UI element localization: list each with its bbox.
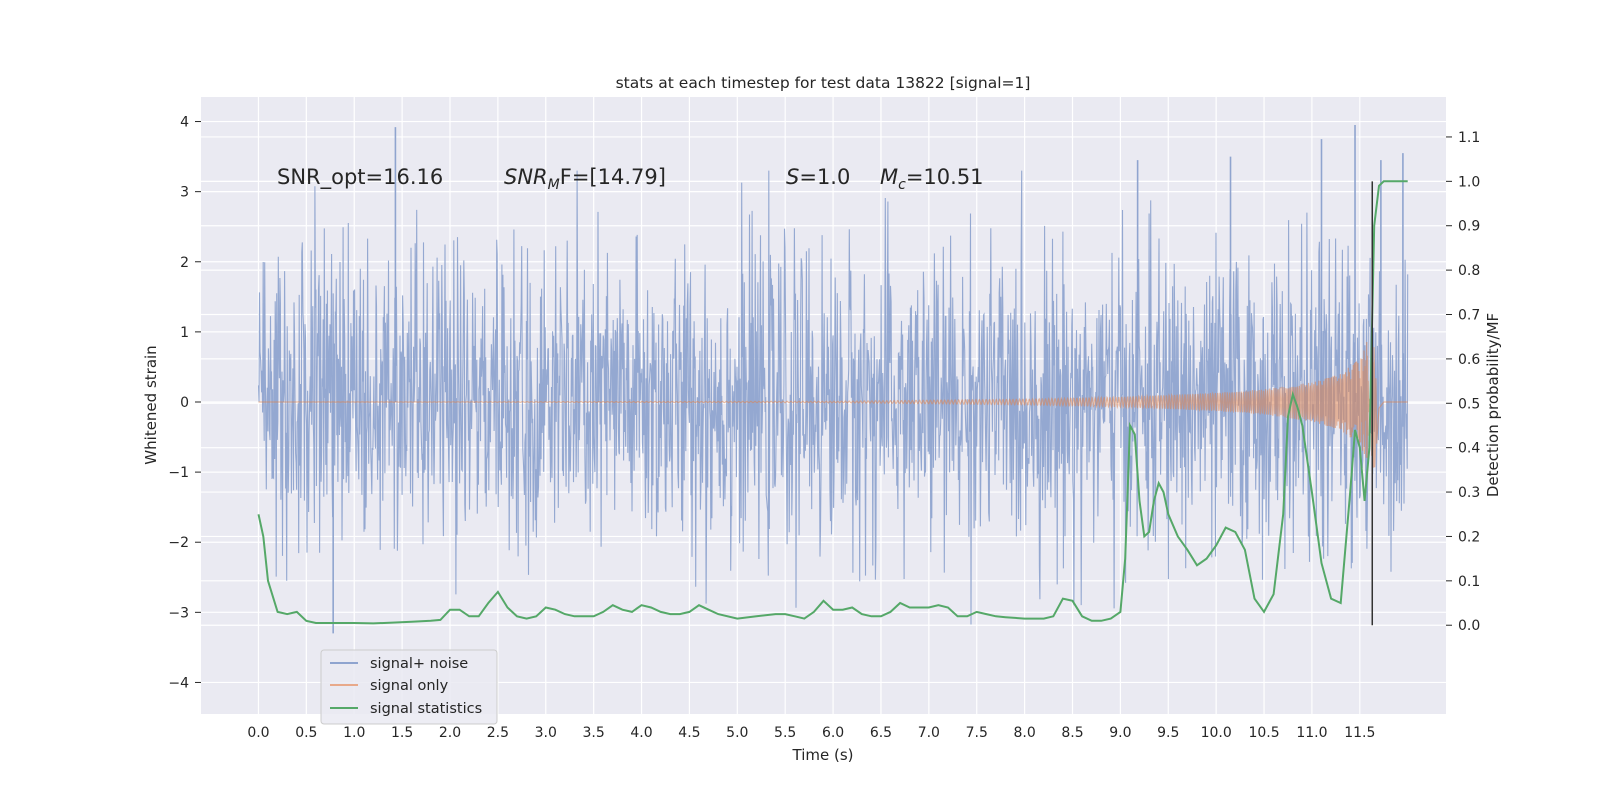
x-tick-label: 9.5 [1157, 725, 1179, 741]
annotation-s-symbol: S [786, 165, 799, 189]
series-signal-statistics [257, 180, 1408, 625]
x-tick-label: 5.5 [774, 725, 796, 741]
y-right-tick-label: 0.4 [1458, 441, 1480, 457]
y-left-tick-label: −4 [168, 675, 189, 691]
x-tick-label: 3.5 [583, 725, 605, 741]
y-left-tick-label: 2 [180, 255, 189, 271]
x-tick-label: 4.0 [630, 725, 652, 741]
x-tick-label: 7.5 [966, 725, 988, 741]
series-signal-only [258, 334, 1408, 470]
x-tick-label: 10.0 [1201, 725, 1232, 741]
x-axis-label: Time (s) [792, 746, 854, 764]
legend-entry-signal: signal only [370, 678, 449, 694]
y-right-tick-label: 0.3 [1458, 485, 1480, 501]
annotation-s: S=1.0 [786, 165, 850, 189]
x-tick-label: 8.5 [1061, 725, 1083, 741]
chart-title: stats at each timestep for test data 138… [616, 74, 1031, 92]
x-tick-label: 6.5 [870, 725, 892, 741]
y-left-axis-label: Whitened strain [142, 345, 160, 464]
signal-trace [258, 334, 1408, 470]
y-right-tick-label: 0.0 [1458, 618, 1480, 634]
x-tick-label: 0.5 [295, 725, 317, 741]
y-right-tick-label: 1.0 [1458, 174, 1480, 190]
x-tick-label: 10.5 [1248, 725, 1279, 741]
y-left-tick-label: 3 [180, 185, 189, 201]
annotation-s-rest: =1.0 [799, 165, 850, 189]
x-tick-label: 1.0 [343, 725, 365, 741]
x-tick-label: 1.5 [391, 725, 413, 741]
x-tick-label: 3.0 [535, 725, 557, 741]
annotation-mc: Mc=10.51 [880, 165, 984, 193]
annotation-mc-symbol: M [880, 165, 898, 189]
x-tick-label: 8.0 [1013, 725, 1035, 741]
annotation-snr-mf-rest: F=[14.79] [560, 165, 666, 189]
annotation-snr-mf: SNRMF=[14.79] [504, 165, 666, 193]
annotation-snr-mf-symbol: SNR [504, 165, 548, 189]
noise-trace [257, 170, 1409, 625]
x-tick-label: 6.0 [822, 725, 844, 741]
x-axis-ticks: 0.0 0.5 1.0 1.5 2.0 2.5 3.0 3.5 4.0 4.5 5.0 5.5 6.0 6… [247, 725, 1375, 741]
y-right-axis-label: Detection probability/MF [1484, 313, 1502, 497]
y-left-tick-label: −2 [168, 535, 189, 551]
legend-entry-noise: signal+ noise [370, 656, 468, 672]
annotation-mc-sub: c [898, 177, 906, 193]
y-right-tick-label: 0.1 [1458, 574, 1480, 590]
y-right-tick-label: 0.9 [1458, 219, 1480, 235]
x-tick-label: 9.0 [1109, 725, 1131, 741]
y-right-tick-label: 0.5 [1458, 396, 1480, 412]
x-tick-label: 5.0 [726, 725, 748, 741]
legend-entry-stats: signal statistics [370, 701, 482, 717]
x-tick-label: 7.0 [918, 725, 940, 741]
legend-box [320, 649, 498, 725]
x-tick-label: 2.0 [439, 725, 461, 741]
annotation-mc-rest: =10.51 [906, 165, 984, 189]
y-right-tick-label: 0.8 [1458, 263, 1480, 279]
y-right-tick-label: 0.2 [1458, 529, 1480, 545]
y-left-tick-label: −1 [168, 465, 189, 481]
annotation-snr-mf-sub: M [548, 177, 560, 193]
y-right-tick-label: 0.6 [1458, 352, 1480, 368]
x-tick-label: 11.5 [1344, 725, 1375, 741]
y-left-tick-label: −3 [168, 605, 189, 621]
x-tick-label: 0.0 [247, 725, 269, 741]
legend: signal+ noise signal only signal statist… [320, 649, 498, 725]
x-tick-label: 11.0 [1296, 725, 1327, 741]
annotation-snr-opt: SNR_opt=16.16 [277, 165, 443, 190]
y-left-tick-label: 4 [180, 115, 189, 131]
y-left-axis-ticks: −4 −3 −2 −1 0 1 2 3 4 [168, 115, 201, 691]
y-right-axis-ticks: 0.0 0.1 0.2 0.3 0.4 0.5 0.6 0.7 0.8 0.9 1.0 1.1 [1446, 130, 1480, 634]
y-left-tick-label: 0 [180, 395, 189, 411]
series-signal-plus-noise [257, 125, 1409, 634]
y-right-tick-label: 1.1 [1458, 130, 1480, 146]
x-tick-label: 4.5 [678, 725, 700, 741]
stats-line [257, 180, 1408, 625]
y-right-tick-label: 0.7 [1458, 308, 1480, 324]
x-tick-label: 2.5 [487, 725, 509, 741]
y-left-tick-label: 1 [180, 325, 189, 341]
